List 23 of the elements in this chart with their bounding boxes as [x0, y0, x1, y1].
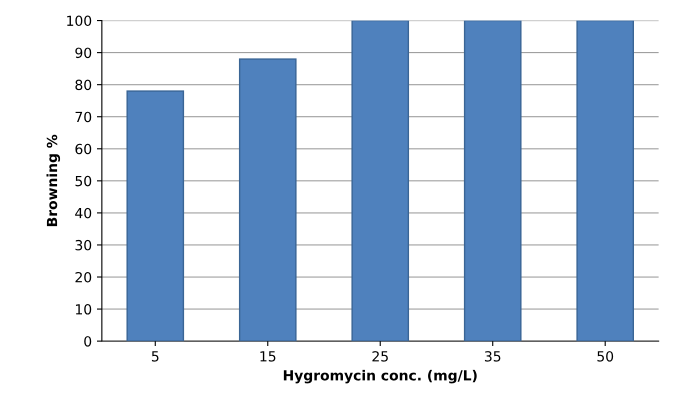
bar [351, 20, 410, 342]
x-tick-label: 50 [597, 351, 614, 362]
x-axis-title: Hygromycin conc. (mg/L) [284, 370, 477, 384]
y-tick-label: 80 [75, 80, 92, 90]
bar [464, 20, 522, 342]
y-tick-label: 100 [67, 16, 92, 26]
y-axis-title: Browning % [46, 134, 60, 226]
y-tick-label: 30 [76, 240, 92, 250]
y-tick-label: 20 [75, 272, 92, 282]
x-tick-label: 5 [152, 351, 158, 362]
y-tick-label: 40 [75, 208, 92, 218]
x-tick-label: 25 [372, 351, 388, 362]
x-tick-label: 35 [484, 351, 500, 362]
bar [576, 20, 634, 342]
y-tick-label: 60 [75, 144, 92, 154]
y-tick-label: 70 [76, 112, 92, 122]
bar [126, 90, 184, 342]
y-tick-label: 50 [76, 176, 92, 186]
y-tick-label: 90 [75, 48, 92, 58]
bar [238, 58, 297, 342]
y-tick-label: 10 [76, 304, 92, 315]
y-tick-label: 0 [84, 336, 92, 347]
x-tick-label: 15 [260, 351, 276, 362]
